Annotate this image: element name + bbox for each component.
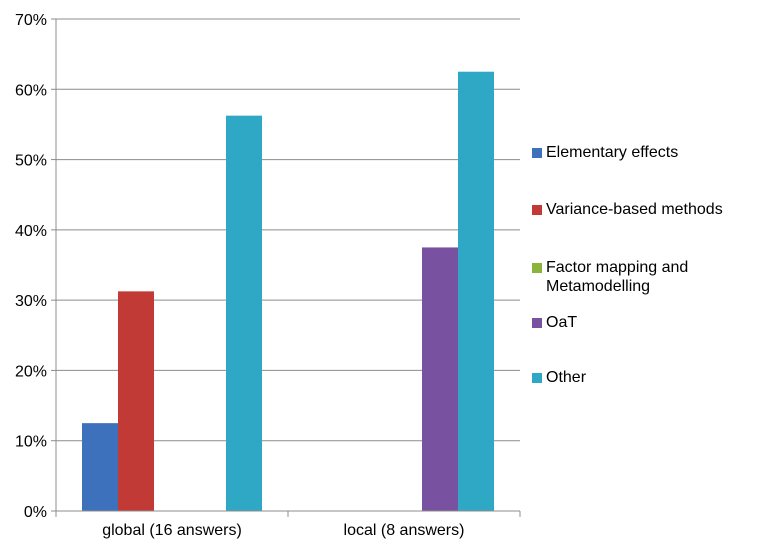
legend-item-variance-based-methods: Variance-based methods bbox=[532, 200, 756, 219]
legend-swatch bbox=[532, 205, 542, 215]
bar-variance-based-methods-global bbox=[118, 291, 154, 511]
x-axis-ticks: global (16 answers) local (8 answers) bbox=[102, 522, 464, 539]
y-tick-label: 10% bbox=[15, 434, 47, 451]
x-tick-label: local (8 answers) bbox=[344, 522, 465, 539]
legend-item-other: Other bbox=[532, 368, 756, 387]
legend-swatch bbox=[532, 148, 542, 158]
x-tick-label: global (16 answers) bbox=[102, 522, 242, 539]
legend-swatch bbox=[532, 318, 542, 328]
legend-label: Elementary effects bbox=[546, 144, 679, 161]
legend-item-elementary-effects: Elementary effects bbox=[532, 143, 756, 162]
y-tick-label: 0% bbox=[24, 504, 47, 521]
y-tick-label: 70% bbox=[15, 12, 47, 29]
legend-label: OaT bbox=[546, 314, 578, 331]
legend-label: Factor mapping and Metamodelling bbox=[546, 259, 689, 295]
y-tick-label: 40% bbox=[15, 223, 47, 240]
legend-swatch bbox=[532, 263, 542, 273]
axes bbox=[55, 19, 521, 517]
legend-item-factor-mapping-and-metamodelling: Factor mapping and Metamodelling bbox=[532, 258, 756, 296]
bar-oat-local bbox=[422, 247, 458, 511]
y-tick-label: 30% bbox=[15, 293, 47, 310]
bar-other-global bbox=[226, 115, 262, 512]
bars bbox=[82, 71, 494, 512]
y-tick-label: 20% bbox=[15, 363, 47, 380]
y-tick-label: 60% bbox=[15, 82, 47, 99]
y-axis-ticks: 0% 10% 20% 30% 40% 50% 60% 70% bbox=[15, 12, 56, 521]
y-tick-label: 50% bbox=[15, 153, 47, 170]
legend-label: Variance-based methods bbox=[546, 201, 723, 218]
legend-swatch bbox=[532, 373, 542, 383]
legend-item-oat: OaT bbox=[532, 313, 756, 332]
bar-elementary-effects-global bbox=[82, 423, 118, 511]
legend: Elementary effects Variance-based methods… bbox=[532, 0, 762, 547]
legend-label: Other bbox=[546, 369, 587, 386]
bar-other-local bbox=[458, 71, 494, 511]
